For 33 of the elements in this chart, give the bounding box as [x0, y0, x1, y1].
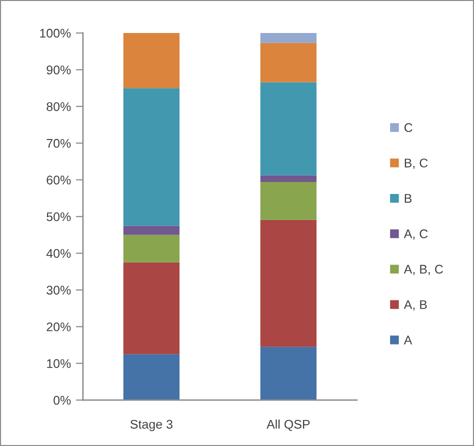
- legend-label: A, C: [404, 229, 428, 240]
- y-tick-label: 0%: [54, 396, 71, 405]
- x-tick-label: All QSP: [266, 420, 310, 431]
- bar: [123, 354, 180, 400]
- y-tick-label: 80%: [46, 102, 71, 112]
- bar: [260, 182, 317, 220]
- y-tick-label: 60%: [46, 176, 71, 184]
- legend-label: A, B: [404, 300, 427, 311]
- legend-label: C: [404, 123, 412, 132]
- y-tick-label: 100%: [40, 28, 71, 38]
- legend-label: A, B, C: [404, 264, 443, 276]
- bar: [260, 175, 317, 182]
- legend-label: B, C: [404, 158, 428, 169]
- y-tick-label: 10%: [47, 359, 71, 368]
- bar: [123, 88, 180, 226]
- y-tick-label: 20%: [46, 322, 71, 332]
- x-tick-label: Stage 3: [130, 420, 172, 432]
- bar: [260, 33, 317, 43]
- y-tick-label: 30%: [46, 286, 71, 295]
- bar: [260, 220, 317, 347]
- legend-label: B: [404, 194, 412, 203]
- bar: [260, 346, 317, 400]
- bar: [123, 226, 180, 235]
- bar: [123, 262, 180, 354]
- legend-label: A: [404, 336, 412, 344]
- bar: [123, 33, 180, 88]
- bar: [260, 82, 317, 176]
- bar: [123, 234, 180, 262]
- y-tick-label: 50%: [46, 212, 71, 222]
- bar: [260, 42, 317, 82]
- y-tick-label: 90%: [46, 66, 71, 74]
- y-tick-label: 70%: [46, 138, 71, 148]
- y-tick-label: 40%: [46, 249, 71, 258]
